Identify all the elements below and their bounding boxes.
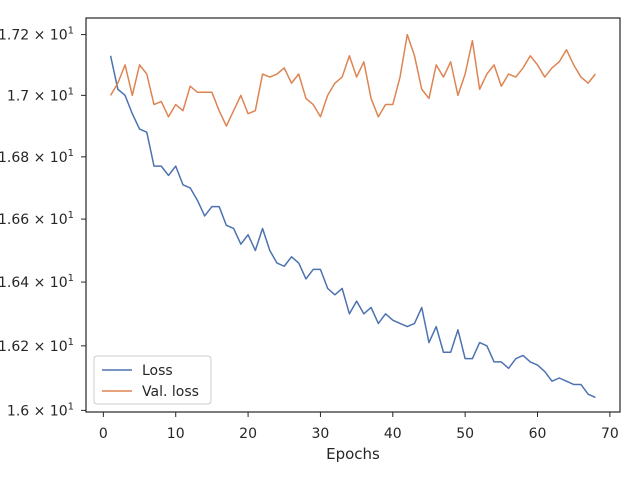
legend: Loss Val. loss bbox=[93, 355, 212, 405]
y-tick-label: 1.6 × 101 bbox=[7, 401, 74, 419]
legend-label-loss: Loss bbox=[142, 363, 173, 379]
x-tick-label: 30 bbox=[312, 426, 330, 442]
series-layer bbox=[109, 33, 596, 399]
series-line-loss bbox=[109, 55, 596, 399]
series-line-val-loss bbox=[109, 33, 596, 127]
x-axis-label: Epochs bbox=[326, 445, 380, 463]
x-tick-label: 70 bbox=[601, 426, 619, 442]
x-tick-label: 20 bbox=[239, 426, 257, 442]
legend-label-val-loss: Val. loss bbox=[142, 384, 199, 400]
x-tick-label: 60 bbox=[529, 426, 547, 442]
legend-frame bbox=[93, 355, 212, 405]
x-tick-label: 40 bbox=[384, 426, 402, 442]
y-tick-label: 1.66 × 101 bbox=[0, 210, 74, 228]
y-ticks: 1.6 × 101 1.62 × 101 1.64 × 101 1.66 × 101 1… bbox=[0, 26, 86, 419]
y-tick-label: 1.64 × 101 bbox=[0, 273, 74, 291]
y-tick-label: 1.72 × 101 bbox=[0, 26, 74, 44]
plot-frame bbox=[85, 17, 621, 413]
plot-background bbox=[86, 18, 620, 412]
x-ticks: 0 10 20 30 40 50 60 70 bbox=[99, 412, 619, 442]
y-tick-label: 1.7 × 101 bbox=[7, 86, 74, 104]
y-tick-label: 1.68 × 101 bbox=[0, 148, 74, 166]
y-tick-label: 1.62 × 101 bbox=[0, 337, 74, 355]
x-tick-label: 0 bbox=[99, 426, 108, 442]
x-tick-label: 50 bbox=[456, 426, 474, 442]
x-tick-label: 10 bbox=[167, 426, 185, 442]
